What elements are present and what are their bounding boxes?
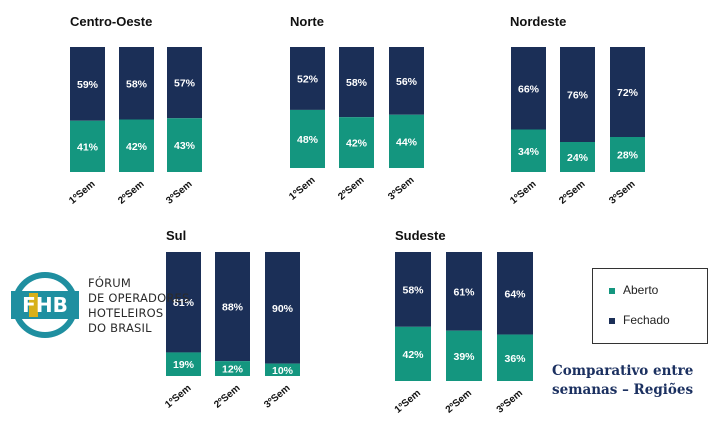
- label-aberto-sudeste-1: 42%: [402, 349, 424, 361]
- bar-fechado-sudeste-1: [395, 252, 431, 327]
- bar-fechado-nordeste-1: [511, 47, 546, 130]
- bar-aberto-sudeste-3: [497, 334, 533, 381]
- label-aberto-sul-1: 19%: [173, 359, 195, 371]
- bar-aberto-centro-oeste-2: [119, 119, 154, 172]
- bar-fechado-norte-1: [290, 47, 325, 110]
- label-aberto-norte-1: 48%: [297, 134, 319, 146]
- label-fechado-nordeste-2: 76%: [567, 90, 589, 102]
- legend-label-fechado: Fechado: [623, 313, 670, 327]
- caption-line-1: Comparativo entre: [552, 363, 694, 379]
- label-aberto-nordeste-1: 34%: [518, 146, 540, 158]
- category-label-sudeste-3: 3ºSem: [495, 388, 525, 416]
- bar-fechado-sul-1: [166, 252, 201, 353]
- chart-title-norte: Norte: [290, 14, 324, 29]
- bar-aberto-centro-oeste-1: [70, 120, 105, 172]
- bar-fechado-sul-3: [265, 252, 300, 364]
- logo-line-1: FÓRUM: [88, 276, 131, 290]
- label-fechado-norte-3: 56%: [396, 76, 418, 88]
- label-fechado-sudeste-1: 58%: [402, 284, 424, 296]
- label-aberto-centro-oeste-1: 41%: [77, 141, 99, 153]
- bar-fechado-sudeste-3: [497, 252, 533, 335]
- logo-line-4: DO BRASIL: [88, 321, 152, 335]
- label-fechado-nordeste-3: 72%: [617, 87, 639, 99]
- bar-aberto-centro-oeste-3: [167, 118, 202, 172]
- legend-item-aberto: Aberto: [609, 283, 658, 297]
- bar-aberto-sul-3: [265, 363, 300, 376]
- bar-fechado-nordeste-2: [560, 47, 595, 142]
- chart-title-nordeste: Nordeste: [510, 14, 566, 29]
- legend: Aberto Fechado: [592, 268, 708, 344]
- label-fechado-nordeste-1: 66%: [518, 83, 540, 95]
- logo-line-2: DE OPERADORES: [88, 291, 190, 305]
- label-fechado-norte-1: 52%: [297, 73, 319, 85]
- category-label-nordeste-3: 3ºSem: [607, 179, 637, 207]
- category-label-sudeste-1: 1ºSem: [393, 388, 423, 416]
- label-fechado-centro-oeste-3: 57%: [174, 78, 196, 90]
- category-label-sul-1: 1ºSem: [163, 383, 193, 411]
- bar-aberto-sudeste-1: [395, 326, 431, 381]
- bar-fechado-centro-oeste-3: [167, 47, 202, 119]
- bar-fechado-norte-2: [339, 47, 374, 118]
- legend-label-aberto: Aberto: [623, 283, 659, 297]
- bar-aberto-norte-1: [290, 109, 325, 168]
- category-label-nordeste-1: 1ºSem: [508, 179, 538, 207]
- label-fechado-sudeste-2: 61%: [453, 286, 475, 298]
- logo-text: FÓRUM DE OPERADORES HOTELEIROS DO BRASIL: [88, 276, 189, 336]
- label-aberto-centro-oeste-3: 43%: [174, 140, 196, 152]
- bar-fechado-nordeste-3: [610, 47, 645, 137]
- bar-fechado-norte-3: [389, 47, 424, 115]
- chart-title-sudeste: Sudeste: [395, 228, 446, 243]
- label-aberto-nordeste-2: 24%: [567, 152, 589, 164]
- category-label-norte-1: 1ºSem: [287, 175, 317, 203]
- logo-mark: FHB: [22, 293, 68, 317]
- category-label-sul-3: 3ºSem: [262, 383, 292, 411]
- logo-band-icon: [11, 291, 79, 319]
- legend-swatch-fechado: [609, 317, 615, 324]
- bar-aberto-nordeste-2: [560, 142, 595, 172]
- chart-title-sul: Sul: [166, 228, 186, 243]
- caption-line-2: semanas – Regiões: [552, 382, 694, 398]
- label-aberto-nordeste-3: 28%: [617, 150, 639, 162]
- bar-aberto-sul-2: [215, 361, 250, 376]
- label-aberto-centro-oeste-2: 42%: [126, 141, 148, 153]
- bar-fechado-centro-oeste-2: [119, 47, 154, 120]
- logo-accent-icon: [29, 293, 38, 317]
- label-aberto-sudeste-2: 39%: [453, 351, 475, 363]
- legend-item-fechado: Fechado: [609, 313, 670, 327]
- label-aberto-sudeste-3: 36%: [504, 353, 526, 365]
- bar-aberto-sul-1: [166, 352, 201, 376]
- bar-aberto-norte-3: [389, 114, 424, 168]
- bar-fechado-sudeste-2: [446, 252, 482, 331]
- bar-fechado-centro-oeste-1: [70, 47, 105, 121]
- label-aberto-norte-3: 44%: [396, 136, 418, 148]
- label-fechado-norte-2: 58%: [346, 77, 368, 89]
- category-label-nordeste-2: 2ºSem: [557, 179, 587, 207]
- chart-title-centro-oeste: Centro-Oeste: [70, 14, 152, 29]
- label-fechado-sul-1: 81%: [173, 297, 195, 309]
- category-label-centro-oeste-1: 1ºSem: [67, 179, 97, 207]
- bar-fechado-sul-2: [215, 252, 250, 362]
- legend-swatch-aberto: [609, 287, 615, 294]
- label-aberto-sul-3: 10%: [272, 365, 294, 377]
- label-fechado-centro-oeste-2: 58%: [126, 78, 148, 90]
- logo-line-3: HOTELEIROS: [88, 306, 164, 320]
- label-fechado-sudeste-3: 64%: [504, 288, 526, 300]
- label-aberto-sul-2: 12%: [222, 364, 244, 376]
- category-label-norte-3: 3ºSem: [386, 175, 416, 203]
- label-aberto-norte-2: 42%: [346, 138, 368, 150]
- label-fechado-centro-oeste-1: 59%: [77, 79, 99, 91]
- bar-aberto-nordeste-1: [511, 129, 546, 172]
- bar-aberto-sudeste-2: [446, 330, 482, 381]
- category-label-sudeste-2: 2ºSem: [444, 388, 474, 416]
- category-label-centro-oeste-2: 2ºSem: [116, 179, 146, 207]
- category-label-norte-2: 2ºSem: [336, 175, 366, 203]
- label-fechado-sul-3: 90%: [272, 303, 294, 315]
- bar-aberto-nordeste-3: [610, 137, 645, 172]
- label-fechado-sul-2: 88%: [222, 302, 244, 314]
- bar-aberto-norte-2: [339, 117, 374, 168]
- caption: Comparativo entre semanas – Regiões: [552, 362, 712, 400]
- category-label-sul-2: 2ºSem: [212, 383, 242, 411]
- category-label-centro-oeste-3: 3ºSem: [164, 179, 194, 207]
